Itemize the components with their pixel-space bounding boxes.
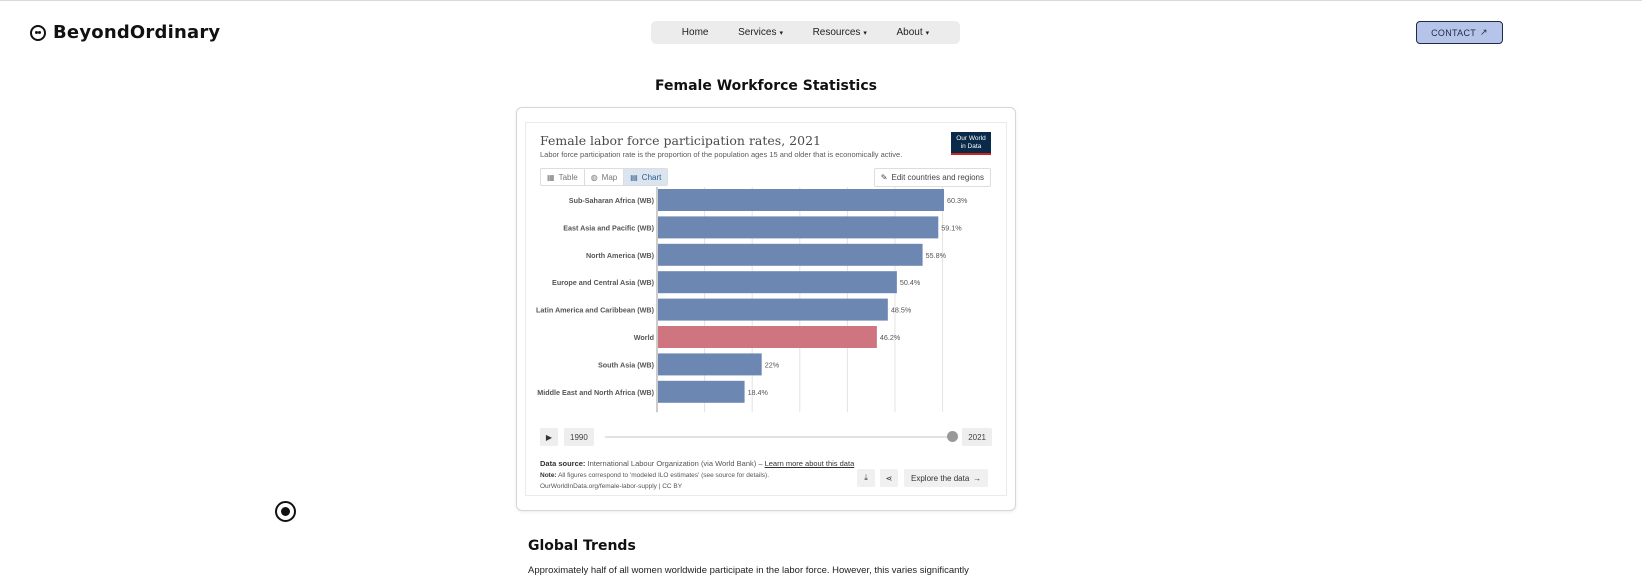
external-link-icon: ↗	[1480, 27, 1488, 37]
owid-logo-line1: Our World	[956, 135, 986, 142]
globe-icon: ◍	[590, 172, 598, 182]
learn-more-link[interactable]: Learn more about this data	[764, 459, 855, 468]
value-label: 55.8%	[926, 251, 947, 260]
table-icon: ▦	[547, 172, 555, 182]
owid-logo[interactable]: Our World in Data	[951, 132, 991, 155]
chart-note: Note: All figures correspond to 'modeled…	[540, 472, 769, 479]
pencil-icon: ✎	[880, 173, 888, 182]
tab-table-label: Table	[558, 172, 578, 182]
nav-about[interactable]: About ▾	[897, 27, 930, 38]
tab-chart-label: Chart	[641, 172, 662, 182]
share-icon: ⋖	[885, 473, 893, 483]
timeline-track[interactable]	[605, 436, 954, 438]
edit-countries-label: Edit countries and regions	[891, 173, 985, 182]
data-source: Data source: International Labour Organi…	[540, 459, 854, 468]
nav-home[interactable]: Home	[682, 27, 709, 38]
source-label: Data source:	[540, 459, 586, 468]
contact-button[interactable]: CONTACT ↗	[1416, 21, 1503, 44]
source-text: International Labour Organization (via W…	[587, 459, 763, 468]
value-label: 48.5%	[891, 306, 912, 315]
bar-chart: Sub-Saharan Africa (WB) 60.3% East Asia an…	[536, 187, 968, 413]
note-text: All figures correspond to 'modeled ILO e…	[558, 472, 770, 479]
bar[interactable]	[658, 243, 923, 266]
main-nav: Home Services ▾ Resources ▾ About ▾	[651, 21, 960, 44]
play-button[interactable]: ▶	[540, 428, 558, 446]
category-label: Middle East and North Africa (WB)	[537, 388, 654, 397]
record-icon[interactable]	[275, 501, 296, 522]
timeline-start-year[interactable]: 1990	[564, 428, 594, 446]
page-title: Female Workforce Statistics	[655, 78, 877, 94]
chart-embed-card: Female labor force participation rates, …	[516, 107, 1016, 511]
chart-subtitle: Labor force participation rate is the pr…	[540, 150, 903, 159]
category-label: Latin America and Caribbean (WB)	[536, 306, 655, 315]
value-label: 50.4%	[900, 278, 921, 287]
owid-logo-line2: in Data	[960, 142, 982, 150]
edit-countries-button[interactable]: ✎ Edit countries and regions	[873, 168, 991, 187]
value-label: 22%	[765, 360, 780, 369]
section-title: Global Trends	[528, 538, 636, 554]
nav-services[interactable]: Services ▾	[738, 27, 783, 38]
caret-down-icon: ▾	[925, 29, 930, 37]
chart-title: Female labor force participation rates, …	[540, 133, 821, 148]
logo-text: BeyondOrdinary	[53, 22, 221, 43]
timeline-end-year[interactable]: 2021	[962, 428, 992, 446]
arrow-right-icon: →	[973, 473, 982, 483]
timeline-handle[interactable]	[947, 431, 958, 442]
bar[interactable]	[658, 326, 877, 348]
explore-label: Explore the data	[911, 473, 970, 483]
bar[interactable]	[658, 298, 888, 321]
note-label: Note:	[540, 472, 557, 479]
category-label: Europe and Central Asia (WB)	[552, 278, 655, 287]
value-label: 60.3%	[947, 196, 968, 205]
tab-map-label: Map	[601, 172, 618, 182]
nav-services-label: Services	[738, 27, 777, 38]
play-icon: ▶	[545, 432, 553, 442]
value-label: 59.1%	[941, 223, 962, 232]
explore-data-button[interactable]: Explore the data →	[904, 469, 989, 487]
caret-down-icon: ▾	[863, 29, 867, 37]
value-label: 46.2%	[880, 333, 901, 342]
nav-resources-label: Resources	[812, 27, 861, 38]
bar[interactable]	[658, 353, 762, 376]
download-icon: ⤓	[864, 473, 868, 482]
category-label: Sub-Saharan Africa (WB)	[569, 196, 655, 205]
view-tabs: ▦ Table ◍ Map ▤ Chart	[540, 168, 669, 186]
chart-url[interactable]: OurWorldInData.org/female-labor-supply |…	[540, 483, 683, 490]
nav-resources[interactable]: Resources ▾	[813, 27, 867, 38]
tab-table[interactable]: ▦ Table	[541, 169, 585, 185]
bar[interactable]	[658, 216, 939, 239]
value-label: 18.4%	[748, 388, 769, 397]
nav-about-label: About	[896, 27, 923, 38]
chart-embed-frame	[525, 122, 1007, 496]
nav-home-label: Home	[681, 27, 709, 38]
section-text: Approximately half of all women worldwid…	[528, 565, 969, 576]
site-logo[interactable]: BeyondOrdinary	[30, 22, 220, 43]
chart-icon: ▤	[630, 172, 638, 182]
category-label: South Asia (WB)	[598, 360, 655, 369]
bar[interactable]	[658, 189, 944, 211]
tab-chart[interactable]: ▤ Chart	[624, 169, 668, 185]
category-label: East Asia and Pacific (WB)	[563, 223, 654, 232]
face-icon	[30, 24, 46, 41]
bar[interactable]	[658, 380, 745, 403]
timeline: ▶ 1990 2021	[540, 428, 992, 446]
caret-down-icon: ▾	[779, 29, 783, 37]
category-label: World	[634, 333, 654, 342]
tab-map[interactable]: ◍ Map	[585, 169, 625, 185]
share-button[interactable]: ⋖	[880, 469, 898, 487]
contact-label: CONTACT	[1431, 27, 1477, 38]
download-button[interactable]: ⤓	[857, 469, 875, 487]
bar[interactable]	[658, 271, 897, 294]
category-label: North America (WB)	[586, 251, 655, 260]
top-divider	[0, 0, 1642, 1]
